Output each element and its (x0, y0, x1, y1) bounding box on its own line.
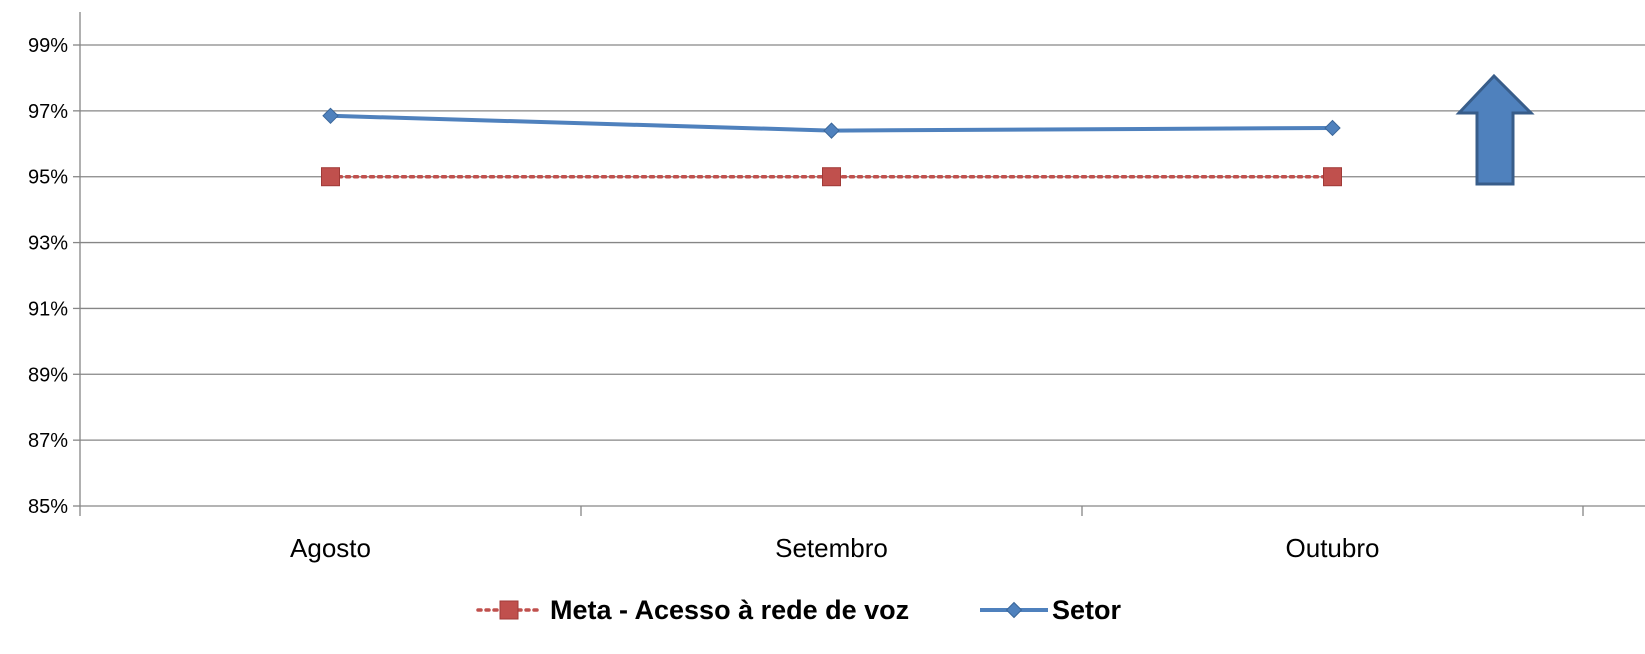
legend-marker-setor (1005, 601, 1023, 619)
axes (73, 12, 1645, 516)
data-point-marker (1323, 167, 1342, 187)
data-point-marker (321, 167, 340, 187)
data-point-marker (822, 167, 841, 187)
legend-label-setor: Setor (1052, 595, 1122, 625)
y-tick-label: 87% (28, 430, 68, 452)
data-point-marker (823, 122, 840, 139)
x-tick-label: Setembro (775, 533, 888, 563)
legend: Meta - Acesso à rede de voz Setor (476, 595, 1122, 625)
y-tick-label: 91% (28, 298, 68, 320)
data-point-marker (1324, 119, 1341, 137)
y-tick-label: 97% (28, 101, 68, 123)
legend-marker-meta (499, 600, 519, 620)
x-tick-labels: Agosto Setembro Outubro (290, 533, 1379, 563)
up-arrow-icon (1455, 73, 1535, 186)
x-tick-label: Outubro (1286, 533, 1380, 563)
annotations (1455, 73, 1535, 186)
y-tick-label: 85% (28, 496, 68, 518)
y-tick-label: 99% (28, 35, 68, 57)
data-point-marker (322, 107, 339, 125)
legend-label-meta: Meta - Acesso à rede de voz (550, 595, 909, 625)
y-tick-label: 95% (28, 167, 68, 189)
x-tick-label: Agosto (290, 533, 371, 563)
y-tick-labels: 85% 87% 89% 91% 93% 95% 97% 99% (28, 35, 68, 518)
y-tick-label: 93% (28, 233, 68, 255)
gridlines (80, 44, 1645, 441)
y-tick-label: 89% (28, 364, 68, 386)
series (321, 107, 1342, 187)
